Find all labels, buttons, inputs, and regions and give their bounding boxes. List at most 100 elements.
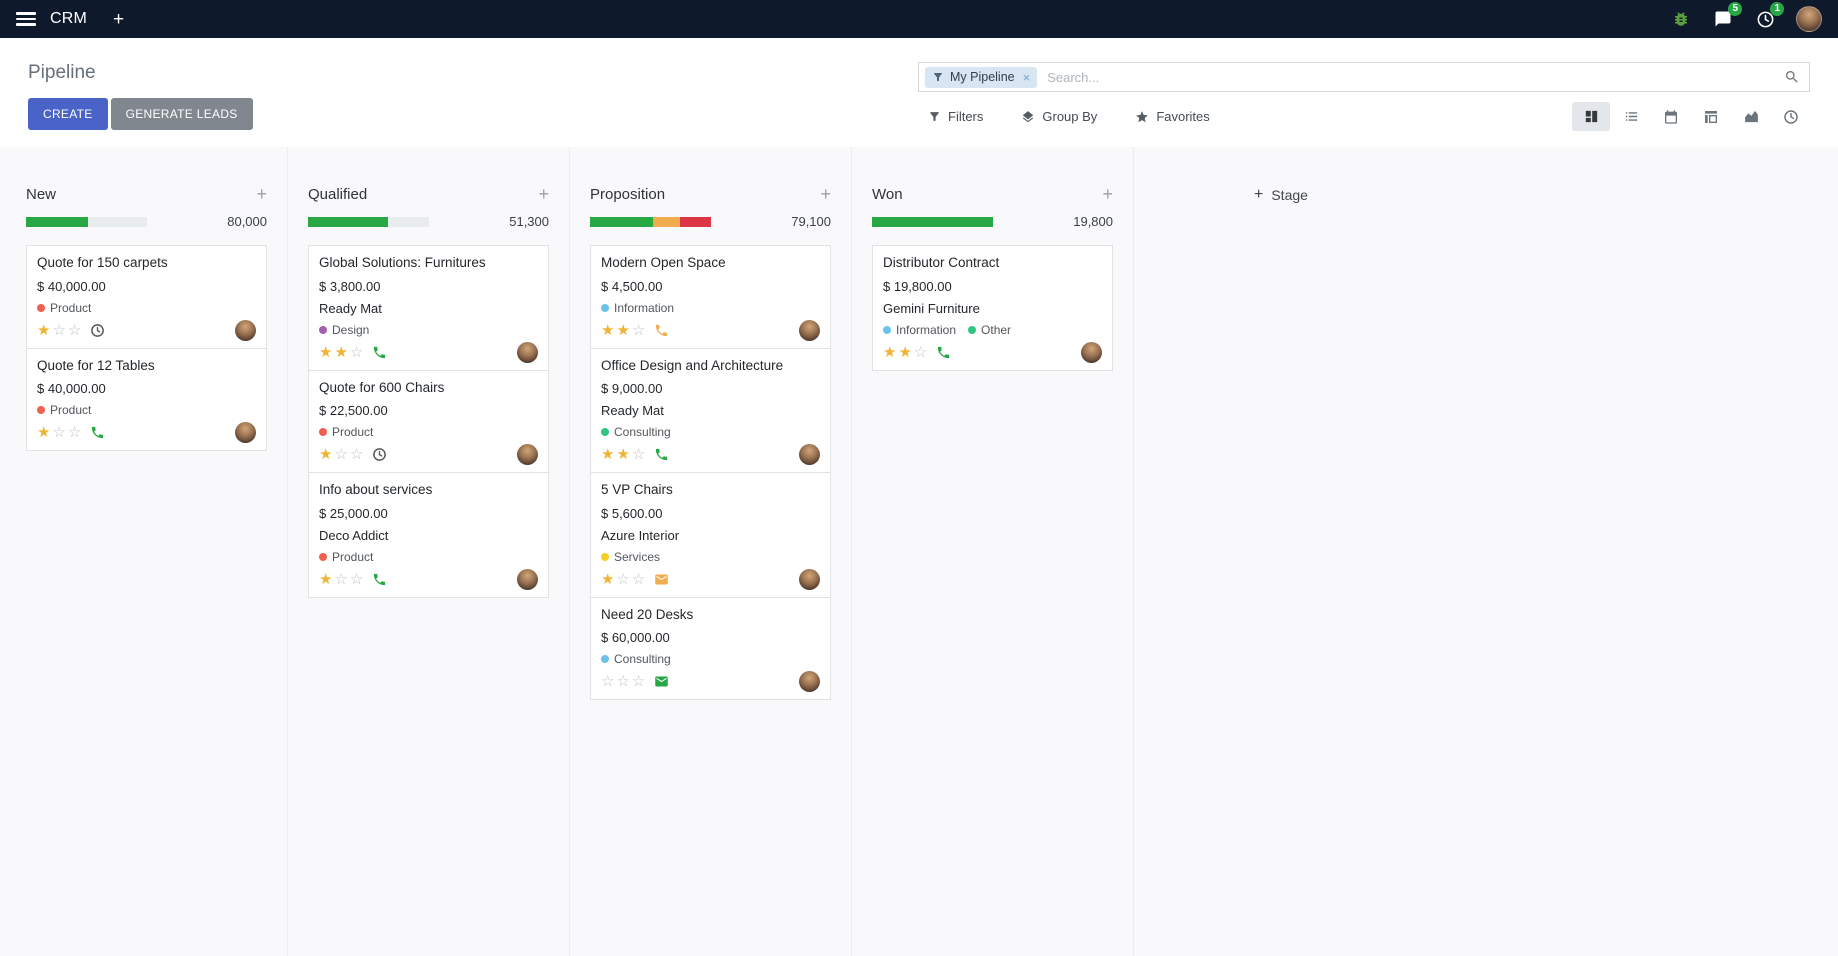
star-empty-icon[interactable]: ☆ [631,446,646,464]
column-progressbar[interactable] [308,216,429,227]
column-progressbar[interactable] [872,216,993,227]
star-filled-icon[interactable]: ★ [319,446,333,464]
star-filled-icon[interactable]: ★ [616,321,630,339]
search-facet-my-pipeline[interactable]: My Pipeline × [925,66,1038,88]
kanban-card[interactable]: Quote for 12 Tables $ 40,000.00 Product ★ ☆ ☆ [26,347,267,452]
column-title[interactable]: Won [872,185,903,203]
generate-leads-button[interactable]: GENERATE LEADS [110,98,253,130]
kanban-card[interactable]: Office Design and Architecture $ 9,000.00… [590,347,831,474]
activities-icon[interactable]: 1 [1754,2,1784,30]
star-filled-icon[interactable]: ★ [319,343,333,361]
view-switch-activity-button[interactable] [1772,102,1810,131]
column-title[interactable]: New [26,185,57,203]
kanban-card[interactable]: Quote for 600 Chairs $ 22,500.00 Product ★ ☆… [308,369,549,474]
column-title[interactable]: Qualified [308,185,368,203]
create-button[interactable]: CREATE [28,98,108,130]
messages-icon[interactable]: 5 [1712,2,1742,30]
star-filled-icon[interactable]: ★ [334,343,348,361]
card-footer: ★ ☆ ☆ [37,422,256,444]
star-filled-icon[interactable]: ★ [601,321,615,339]
envelope-activity-icon[interactable] [654,572,669,587]
view-switch-kanban-button[interactable] [1572,102,1610,131]
star-empty-icon[interactable]: ☆ [52,424,66,442]
user-avatar[interactable] [1796,6,1822,32]
add-stage-button[interactable]: + Stage [1254,187,1308,204]
star-empty-icon[interactable]: ☆ [616,673,630,691]
remove-facet-icon[interactable]: × [1022,69,1031,85]
search-bar[interactable]: My Pipeline × [918,62,1810,92]
add-record-icon[interactable]: + [820,184,831,204]
kanban-card[interactable]: Info about services $ 25,000.00 Deco Addic… [308,472,549,598]
kanban-card[interactable]: Global Solutions: Furnitures $ 3,800.00 Re… [308,245,549,371]
star-empty-icon[interactable]: ☆ [334,446,348,464]
star-empty-icon[interactable]: ☆ [52,321,66,339]
apps-menu-icon[interactable] [16,12,36,26]
phone-activity-icon[interactable] [654,323,669,338]
kanban-card[interactable]: Need 20 Desks $ 60,000.00 Consulting ☆ ☆ ☆ [590,596,831,701]
view-switch-graph-button[interactable] [1732,102,1770,131]
activities-badge: 1 [1770,2,1784,16]
view-switch-pivot-button[interactable] [1692,102,1730,131]
star-empty-icon[interactable]: ☆ [616,570,630,588]
star-empty-icon[interactable]: ☆ [67,321,82,339]
column-progressbar[interactable] [26,216,147,227]
star-filled-icon[interactable]: ★ [616,446,630,464]
card-tags: Product [319,425,538,439]
group-by-button[interactable]: Group By [1021,109,1097,124]
phone-activity-icon[interactable] [936,345,951,360]
kanban-card[interactable]: Distributor Contract $ 19,800.00 Gemini Fu… [872,245,1113,371]
add-record-icon[interactable]: + [1102,184,1113,204]
star-empty-icon[interactable]: ☆ [67,424,82,442]
phone-activity-icon[interactable] [654,447,669,462]
star-empty-icon[interactable]: ☆ [601,673,615,691]
star-filled-icon[interactable]: ★ [37,424,51,442]
favorites-button[interactable]: Favorites [1135,109,1210,124]
filters-button[interactable]: Filters [928,109,983,124]
card-title: Quote for 12 Tables [37,357,155,373]
card-expected-revenue: $ 40,000.00 [37,381,106,397]
kanban-card[interactable]: 5 VP Chairs $ 5,600.00 Azure Interior Servi… [590,472,831,598]
star-empty-icon[interactable]: ☆ [349,446,364,464]
clock-activity-icon[interactable] [372,447,387,462]
tag-label: Information [614,300,675,315]
tag-color-dot [37,303,45,312]
column-progressbar[interactable] [590,216,711,227]
phone-activity-icon[interactable] [372,345,387,360]
tag-label: Consulting [614,652,671,667]
add-record-icon[interactable]: + [256,184,267,204]
clock-activity-icon[interactable] [90,323,105,338]
kanban-card[interactable]: Modern Open Space $ 4,500.00 Information ★ ★… [590,245,831,349]
star-filled-icon[interactable]: ★ [37,321,51,339]
debug-bug-icon[interactable] [1670,8,1692,30]
app-name[interactable]: CRM [50,10,88,27]
view-switch-list-button[interactable] [1612,102,1650,131]
star-empty-icon[interactable]: ☆ [631,570,646,588]
card-footer: ★ ☆ ☆ [37,319,256,341]
quick-create-icon[interactable]: + [113,8,125,30]
star-empty-icon[interactable]: ☆ [349,343,364,361]
search-icon[interactable] [1784,69,1800,85]
star-empty-icon[interactable]: ☆ [631,321,646,339]
tag-label: Design [332,322,370,337]
card-title: Modern Open Space [601,255,726,270]
star-filled-icon[interactable]: ★ [601,570,615,588]
column-title[interactable]: Proposition [590,185,666,203]
star-filled-icon[interactable]: ★ [319,570,333,588]
star-empty-icon[interactable]: ☆ [631,673,646,691]
view-switch-calendar-button[interactable] [1652,102,1690,131]
star-filled-icon[interactable]: ★ [601,446,615,464]
phone-activity-icon[interactable] [372,572,387,587]
top-navbar: CRM + 5 1 [0,0,1838,38]
star-icon [1136,110,1149,122]
star-empty-icon[interactable]: ☆ [334,570,348,588]
star-empty-icon[interactable]: ☆ [913,343,928,361]
star-empty-icon[interactable]: ☆ [349,570,364,588]
search-input[interactable] [1045,68,1784,86]
add-record-icon[interactable]: + [538,184,549,204]
star-filled-icon[interactable]: ★ [898,343,912,361]
phone-activity-icon[interactable] [90,425,105,440]
kanban-card[interactable]: Quote for 150 carpets $ 40,000.00 Product ★… [26,245,267,349]
envelope-activity-icon[interactable] [654,674,669,689]
star-filled-icon[interactable]: ★ [883,343,897,361]
card-tags: Consulting [601,652,820,666]
